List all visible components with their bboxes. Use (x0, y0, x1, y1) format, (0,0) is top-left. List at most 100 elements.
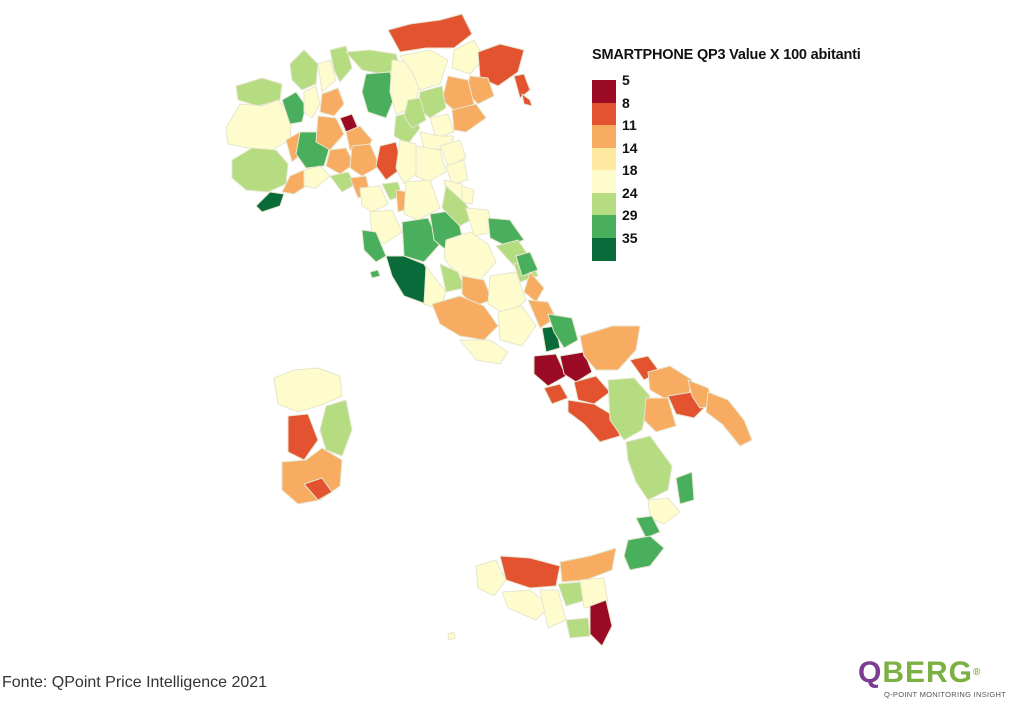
province-catanzaro (647, 497, 681, 525)
legend-label: 11 (622, 117, 637, 133)
province-cagliari (303, 477, 333, 501)
province-reggio-calabria (623, 535, 665, 571)
legend-swatch (592, 215, 616, 238)
province-roma (431, 295, 499, 341)
legend: 5 8 11 14 18 24 29 35 (592, 72, 672, 261)
province-ferrara (439, 139, 467, 167)
province-frosinone (497, 305, 537, 347)
province-foggia (579, 325, 641, 371)
legend-swatch (592, 125, 616, 148)
legend-swatch (592, 237, 616, 261)
province-modena (395, 139, 419, 185)
logo-q: Q (858, 656, 883, 689)
province-latina (459, 339, 509, 365)
province-nuoro (319, 399, 353, 457)
province-matera (643, 397, 677, 433)
legend-item: 5 (592, 72, 672, 103)
province-gorizia (513, 73, 531, 99)
province-bergamo (361, 71, 397, 119)
legend-swatch (592, 80, 616, 103)
province-benevento (559, 351, 593, 383)
logo-registered: ® (973, 667, 982, 678)
legend-swatch (592, 170, 616, 193)
legend-item: 29 (592, 207, 672, 238)
legend-swatch (592, 147, 616, 171)
province-parma (349, 143, 381, 177)
legend-label: 5 (622, 72, 630, 88)
legend-item: 14 (592, 140, 672, 171)
province-bologna (415, 145, 447, 183)
island-pantelleria (447, 631, 456, 641)
province-trieste (521, 93, 533, 107)
legend-label: 29 (622, 207, 638, 223)
province-catania (579, 577, 609, 609)
province-potenza (607, 377, 651, 441)
legend-item: 35 (592, 230, 672, 261)
logo-subtitle: Q-POINT MONITORING INSIGHT (884, 690, 1007, 699)
province-trento (399, 49, 449, 91)
province-varese (317, 59, 337, 93)
province-campobasso (547, 313, 579, 349)
province-milano (319, 87, 345, 117)
province-cuneo (231, 147, 289, 193)
qberg-logo: QBERG® Q-POINT MONITORING INSIGHT (858, 656, 1022, 708)
province-piacenza (325, 147, 355, 175)
province-crotone (675, 471, 695, 505)
legend-label: 35 (622, 229, 638, 246)
province-cosenza (625, 435, 673, 501)
province-lucca (359, 185, 389, 213)
island-elba (369, 269, 381, 279)
province-reggio-emilia (375, 141, 403, 181)
province-rieti (461, 275, 493, 307)
province-biella (281, 91, 307, 125)
province-genova (303, 165, 331, 189)
province-torino (225, 99, 293, 151)
legend-item: 18 (592, 162, 672, 193)
province-perugia (443, 231, 497, 281)
logo-wordmark: QBERG® (858, 656, 981, 690)
province-pavia (315, 115, 345, 151)
legend-swatch (592, 192, 616, 216)
province-bolzano (387, 13, 473, 53)
legend-label: 24 (622, 184, 638, 201)
legend-swatch (592, 102, 616, 126)
province-vco (289, 49, 319, 91)
province-novara (303, 85, 321, 119)
logo-berg: BERG (882, 656, 974, 689)
province-sud-sardegna (281, 447, 343, 505)
province-firenze (403, 179, 441, 221)
province-siena (401, 217, 441, 263)
province-sassari (273, 367, 343, 413)
province-ragusa (565, 617, 591, 639)
source-caption: Fonte: QPoint Price Intelligence 2021 (2, 674, 268, 691)
legend-item: 24 (592, 185, 672, 216)
province-agrigento (501, 589, 551, 621)
province-ravenna (445, 159, 469, 185)
province-venezia (451, 103, 487, 133)
legend-label: 18 (622, 162, 638, 178)
province-teramo (515, 251, 539, 277)
province-caserta (533, 353, 567, 387)
province-imperia (255, 191, 285, 213)
province-vibo (635, 515, 661, 539)
province-trapani (475, 559, 507, 597)
legend-title: SMARTPHONE QP3 Value X 100 abitanti (592, 47, 861, 63)
province-aosta (235, 77, 283, 107)
province-lecce (705, 391, 753, 447)
province-pesaro (441, 185, 475, 227)
province-rimini (461, 185, 475, 205)
province-napoli (543, 383, 569, 405)
province-siracusa (589, 599, 613, 647)
province-livorno (361, 229, 387, 263)
province-belluno (451, 39, 485, 75)
province-messina (559, 547, 617, 583)
legend-label: 8 (622, 94, 630, 111)
legend-item: 11 (592, 117, 672, 148)
legend-label: 14 (622, 139, 638, 156)
province-oristano (287, 413, 319, 461)
province-palermo (499, 555, 561, 589)
province-verona (403, 97, 427, 129)
province-padova (429, 113, 455, 139)
legend-item: 8 (592, 95, 672, 126)
